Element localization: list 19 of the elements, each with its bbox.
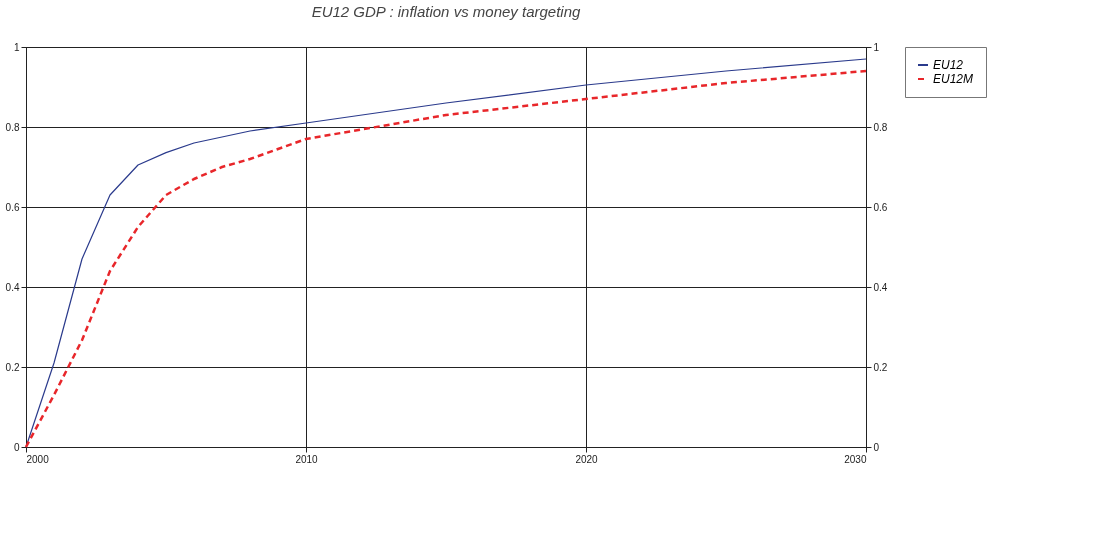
y2-tick-label: 0: [873, 441, 880, 453]
x-tick-label: 2000: [26, 453, 50, 465]
y-tick-label: 0.2: [5, 361, 20, 373]
y-tick-label: 0.8: [5, 121, 20, 133]
y2-tick-label: 0.8: [873, 121, 888, 133]
y-tick-label: 0.4: [5, 281, 20, 293]
legend-label: EU12: [933, 58, 964, 72]
legend-label: EU12M: [933, 72, 974, 86]
y-tick-label: 1: [13, 41, 20, 53]
y2-tick-label: 1: [873, 41, 880, 53]
x-tick-label: 2020: [575, 453, 599, 465]
x-tick-label: 2010: [295, 453, 319, 465]
y-tick-label: 0: [13, 441, 20, 453]
y2-tick-label: 0.2: [873, 361, 888, 373]
chart-title: EU12 GDP : inflation vs money targeting: [311, 3, 582, 20]
y2-tick-label: 0.6: [873, 201, 888, 213]
x-tick-label: 2030: [844, 453, 867, 465]
y-tick-label: 0.6: [5, 201, 20, 213]
y2-tick-label: 0.4: [873, 281, 888, 293]
